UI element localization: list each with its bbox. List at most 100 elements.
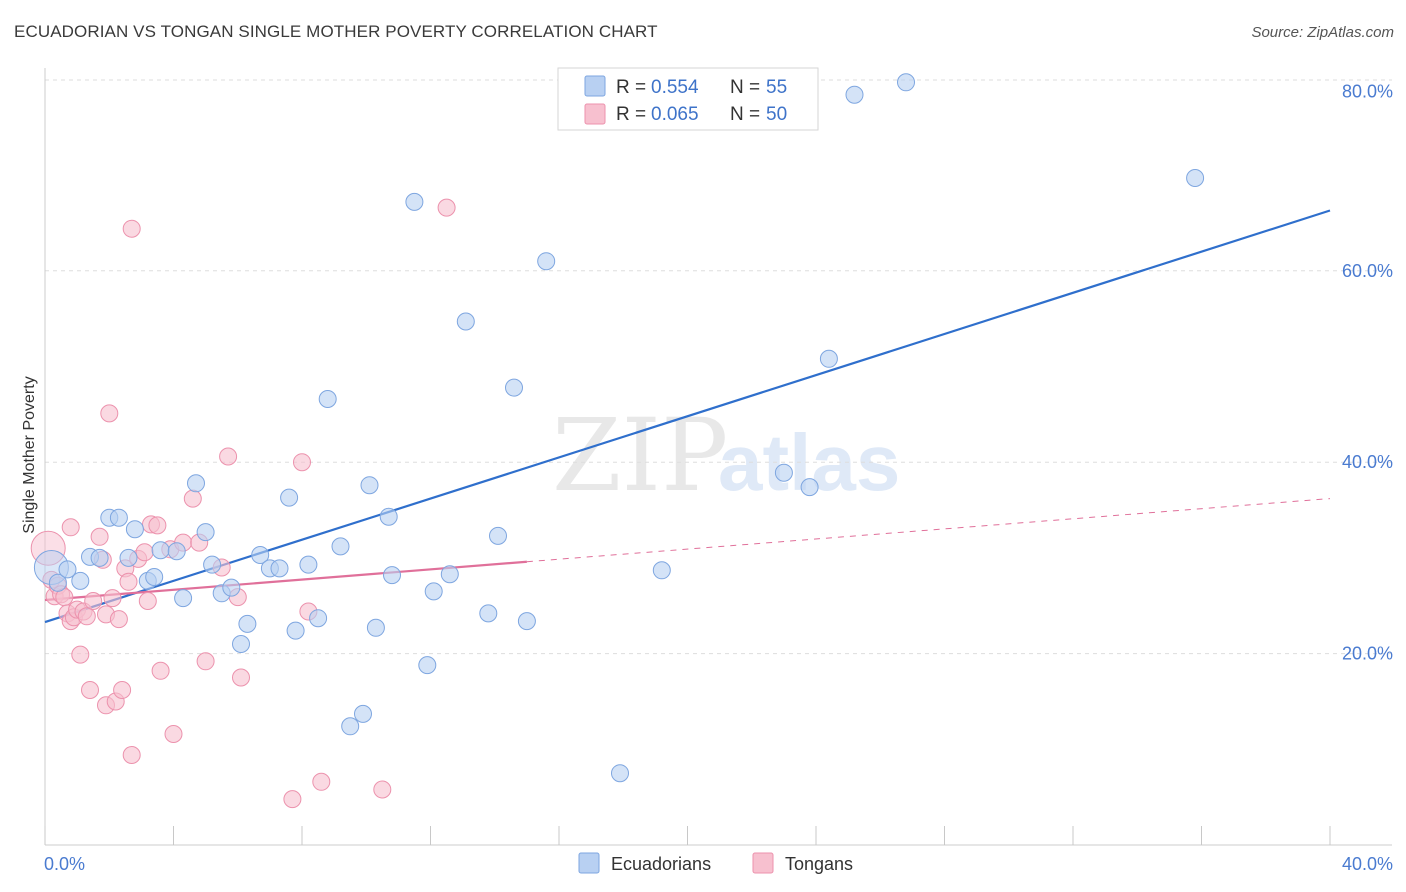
tongan-point-20 <box>100 404 119 423</box>
ecuadorian-point-30 <box>331 537 350 556</box>
tongan-point-28 <box>122 746 141 764</box>
ecuadorian-point-8 <box>119 548 138 567</box>
ecuadorian-point-51 <box>819 349 838 368</box>
ecuadorian-trend-line <box>44 209 1331 624</box>
ecuadorian-point-50 <box>800 478 819 497</box>
watermark-zip: ZIP <box>552 397 728 514</box>
tongan-point-8 <box>61 518 80 537</box>
y-tick-label-40: 40.0% <box>1342 452 1393 472</box>
legend-r-value-1: 0.554 <box>651 77 699 98</box>
ecuadorian-point-19 <box>222 578 241 597</box>
legend-n-value-1: 55 <box>766 77 787 98</box>
trend-lines <box>44 209 1331 624</box>
ecuadorian-point-34 <box>366 618 385 637</box>
legend-r-value-2: 0.065 <box>651 104 699 125</box>
legend-swatch-tongans <box>584 103 606 125</box>
legend: R = 0.554 N = 55 R = 0.065 N = 50 <box>557 67 819 131</box>
bottom-legend: Ecuadorians Tongans <box>578 852 853 874</box>
ecuadorian-point-27 <box>299 555 318 574</box>
tongan-trend-extension <box>526 498 1331 563</box>
tongan-point-33 <box>148 516 167 535</box>
y-tick-label-60: 60.0% <box>1342 261 1393 281</box>
legend-r-label-2: R = <box>616 104 646 125</box>
tongan-point-34 <box>151 661 170 680</box>
ecuadorian-point-40 <box>440 565 459 584</box>
ecuadorian-point-3 <box>71 571 90 590</box>
y-tick-label-20: 20.0% <box>1342 644 1393 664</box>
legend-n-label-2: N = <box>730 104 760 125</box>
tongan-point-48 <box>312 772 331 791</box>
tongan-point-11 <box>71 645 90 664</box>
legend-n-value-2: 50 <box>766 104 787 125</box>
ecuadorian-point-5 <box>90 548 109 567</box>
bottom-legend-ecuadorians: Ecuadorians <box>611 854 711 874</box>
ecuadorian-point-53 <box>897 73 915 92</box>
ecuadorian-point-25 <box>280 488 299 507</box>
tongan-point-44 <box>232 668 250 687</box>
tongan-point-46 <box>293 453 311 472</box>
ecuadorian-point-54 <box>1186 169 1205 187</box>
tongan-point-31 <box>138 592 157 610</box>
ecuadorian-point-12 <box>151 541 170 560</box>
ecuadorian-point-52 <box>845 85 864 104</box>
ecuadorian-point-44 <box>505 378 523 397</box>
ecuadorian-point-1 <box>48 573 67 592</box>
ecuadorian-point-31 <box>341 717 360 736</box>
tongan-point-42 <box>219 447 238 466</box>
ecuadorian-point-17 <box>203 555 222 574</box>
tick-labels: 20.0% 40.0% 60.0% 80.0% 0.0% 40.0% <box>44 81 1393 874</box>
tongan-point-15 <box>84 592 103 610</box>
ecuadorian-point-37 <box>405 192 424 211</box>
tongan-point-30 <box>135 543 154 562</box>
data-points <box>30 73 1205 809</box>
ecuadorian-point-48 <box>652 561 671 580</box>
ecuadorian-point-28 <box>309 609 328 628</box>
source-label: Source: ZipAtlas.com <box>1251 24 1394 41</box>
y-tick-label-80: 80.0% <box>1342 81 1393 101</box>
legend-n-label-1: N = <box>730 77 760 98</box>
tongan-point-14 <box>81 681 99 699</box>
bottom-legend-swatch-tongans <box>752 852 774 874</box>
x-tick-label-max: 40.0% <box>1342 854 1393 874</box>
legend-r-label-1: R = <box>616 77 646 98</box>
ecuadorian-point-15 <box>187 474 205 493</box>
watermark: ZIP atlas <box>552 397 900 514</box>
ecuadorian-point-41 <box>456 312 475 331</box>
ecuadorian-point-36 <box>383 566 401 585</box>
ecuadorian-point-47 <box>611 764 629 783</box>
ecuadorian-point-2 <box>58 560 77 579</box>
tongan-point-49 <box>373 780 392 799</box>
tongan-point-24 <box>113 681 132 699</box>
ecuadorian-point-16 <box>196 523 215 542</box>
tongan-point-26 <box>119 572 138 591</box>
bottom-legend-tongans: Tongans <box>785 854 853 874</box>
ecuadorian-point-11 <box>145 568 164 586</box>
tongan-point-23 <box>109 610 128 629</box>
tongan-point-21 <box>103 589 122 608</box>
ecuadorian-point-20 <box>232 635 250 653</box>
tongan-point-40 <box>196 652 215 671</box>
ecuadorian-point-43 <box>489 526 507 545</box>
tongan-point-38 <box>183 489 202 508</box>
ecuadorian-point-42 <box>479 604 498 623</box>
ecuadorian-point-46 <box>537 252 556 271</box>
ecuadorian-point-38 <box>418 656 437 675</box>
chart-title: ECUADORIAN VS TONGAN SINGLE MOTHER POVER… <box>14 22 658 41</box>
ecuadorian-point-49 <box>774 463 793 482</box>
axes <box>44 68 1392 846</box>
x-tick-label-min: 0.0% <box>44 854 85 874</box>
ecuadorian-point-21 <box>238 614 257 633</box>
y-axis-label: Single Mother Poverty <box>21 376 38 533</box>
ecuadorian-point-24 <box>270 559 289 578</box>
ecuadorian-point-26 <box>286 621 305 640</box>
tongan-point-50 <box>437 198 456 217</box>
bottom-legend-swatch-ecuadorians <box>578 852 600 874</box>
ecuadorian-point-14 <box>174 589 193 608</box>
ecuadorian-point-39 <box>424 582 443 601</box>
ecuadorian-point-7 <box>109 508 128 527</box>
ecuadorian-point-13 <box>167 542 186 561</box>
tongan-point-45 <box>283 790 302 809</box>
tongan-point-13 <box>77 607 96 626</box>
ecuadorian-point-32 <box>354 704 372 723</box>
